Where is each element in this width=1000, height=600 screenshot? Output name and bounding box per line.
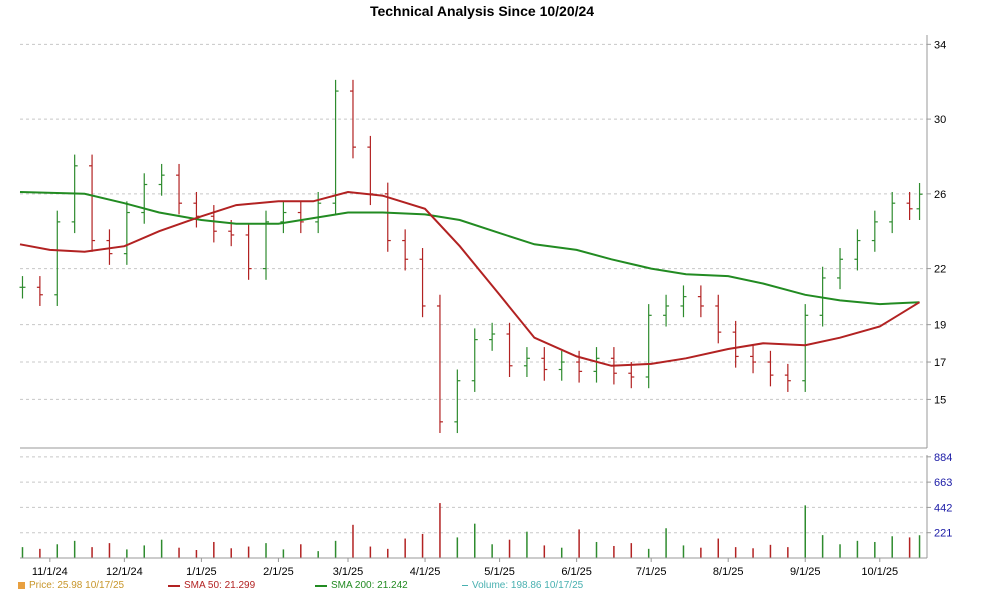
x-tick-label: 9/1/25 bbox=[790, 566, 821, 578]
sma-50-line bbox=[19, 190, 921, 367]
volume-tick-label: 663 bbox=[934, 477, 952, 489]
price-swatch-icon bbox=[18, 582, 25, 589]
x-tick-label: 8/1/25 bbox=[713, 566, 744, 578]
chart-title: Technical Analysis Since 10/20/24 bbox=[370, 3, 594, 19]
price-axis-ticks: 15 17 19 22 26 30 34 bbox=[927, 39, 946, 406]
volume-tick-label: 442 bbox=[934, 502, 952, 514]
legend-item-sma200: SMA 200: 21.242 bbox=[315, 580, 408, 591]
x-tick-label: 4/1/25 bbox=[410, 566, 441, 578]
price-tick-label: 30 bbox=[934, 114, 946, 126]
volume-tick-label: 884 bbox=[934, 452, 952, 464]
legend-item-sma50: SMA 50: 21.299 bbox=[168, 580, 255, 591]
price-tick-label: 34 bbox=[934, 39, 946, 51]
volume-axis-ticks: 221 442 663 884 bbox=[927, 452, 952, 540]
legend-item-volume: Volume: 198.86 10/17/25 bbox=[462, 580, 583, 591]
volume-tick-label: 221 bbox=[934, 528, 952, 540]
legend-volume-label: Volume: 198.86 10/17/25 bbox=[472, 580, 584, 591]
x-tick-label: 3/1/25 bbox=[333, 566, 364, 578]
price-tick-label: 15 bbox=[934, 394, 946, 406]
price-bars bbox=[19, 79, 923, 434]
x-tick-label: 5/1/25 bbox=[484, 566, 515, 578]
volume-swatch-icon bbox=[462, 585, 468, 586]
x-tick-label: 7/1/25 bbox=[636, 566, 667, 578]
x-tick-label: 2/1/25 bbox=[263, 566, 294, 578]
x-tick-label: 6/1/25 bbox=[561, 566, 592, 578]
legend-item-price: Price: 25.98 10/17/25 bbox=[18, 580, 124, 591]
price-tick-label: 19 bbox=[934, 320, 946, 332]
legend-sma50-label: SMA 50: 21.299 bbox=[184, 580, 256, 591]
price-gridlines bbox=[20, 43, 927, 400]
sma-200-line bbox=[19, 191, 920, 306]
legend-sma200-label: SMA 200: 21.242 bbox=[331, 580, 408, 591]
price-tick-label: 22 bbox=[934, 264, 946, 276]
x-tick-label: 10/1/25 bbox=[861, 566, 898, 578]
chart-legend: Price: 25.98 10/17/25 SMA 50: 21.299 SMA… bbox=[0, 580, 1000, 596]
x-tick-label: 12/1/24 bbox=[106, 566, 143, 578]
sma50-swatch-icon bbox=[168, 584, 180, 587]
volume-gridlines bbox=[20, 456, 927, 534]
volume-bars bbox=[21, 503, 921, 558]
x-axis-ticks: 11/1/24 12/1/24 1/1/25 2/1/25 3/1/25 4/1/25 5/… bbox=[32, 558, 898, 578]
sma200-swatch-icon bbox=[315, 584, 327, 587]
price-tick-label: 17 bbox=[934, 357, 946, 369]
price-tick-label: 26 bbox=[934, 189, 946, 201]
x-tick-label: 1/1/25 bbox=[186, 566, 217, 578]
legend-price-label: Price: 25.98 10/17/25 bbox=[29, 580, 125, 591]
x-tick-label: 11/1/24 bbox=[32, 566, 68, 578]
